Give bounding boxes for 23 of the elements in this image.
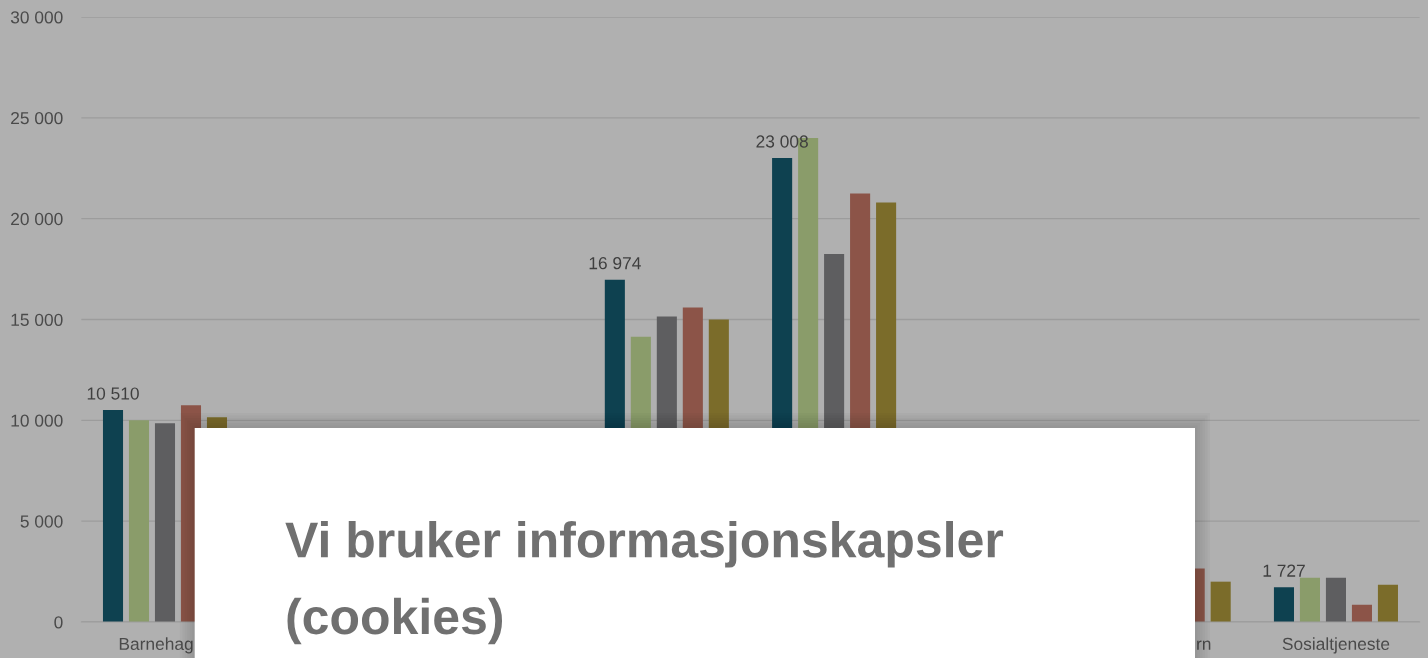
bar bbox=[154, 423, 176, 622]
bar bbox=[1299, 577, 1320, 622]
y-tick-label: 15 000 bbox=[11, 313, 63, 326]
y-tick-label: 30 000 bbox=[10, 11, 63, 24]
bar bbox=[1273, 587, 1295, 622]
y-tick-label: 20 000 bbox=[11, 212, 63, 226]
x-tick-label: rn bbox=[1197, 640, 1211, 650]
x-tick-label: Barnehag bbox=[119, 637, 193, 654]
bar bbox=[102, 410, 124, 622]
y-tick-label: 0 bbox=[54, 616, 63, 629]
bar bbox=[1351, 604, 1372, 622]
y-tick-label: 10 000 bbox=[11, 414, 63, 427]
bar bbox=[1210, 581, 1231, 622]
y-tick-label: 25 000 bbox=[11, 112, 63, 125]
y-tick-label: 5 000 bbox=[20, 515, 63, 528]
annotation: Vi bruker informasjonskapsler (cookies) bbox=[285, 521, 1004, 645]
data-label: 16 974 bbox=[589, 257, 641, 270]
bar bbox=[1377, 584, 1398, 622]
bar bbox=[1325, 577, 1346, 622]
bar bbox=[128, 420, 150, 622]
data-label: 1 727 bbox=[1263, 564, 1305, 577]
data-label: 10 510 bbox=[87, 387, 139, 400]
x-tick-label: Sosialtjeneste bbox=[1282, 637, 1390, 654]
